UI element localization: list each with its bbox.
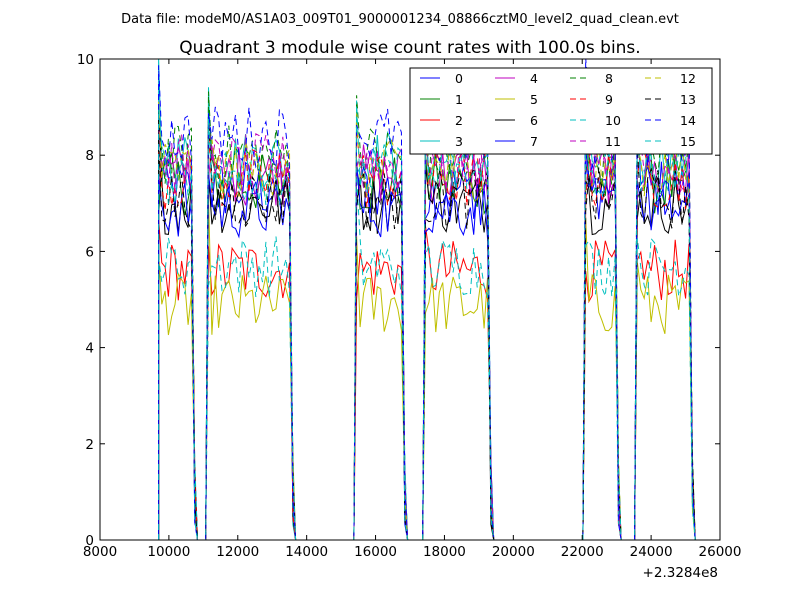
y-tick-label: 4 — [85, 341, 94, 357]
x-offset-label: +2.3284e8 — [643, 565, 718, 581]
x-tick-label: 12000 — [216, 544, 259, 560]
legend-label: 0 — [455, 71, 463, 86]
legend-label: 12 — [680, 71, 696, 86]
x-tick-label: 14000 — [285, 544, 328, 560]
series-line-5 — [158, 195, 696, 540]
x-tick-label: 10000 — [147, 544, 190, 560]
legend-label: 1 — [455, 92, 463, 107]
legend-label: 13 — [680, 92, 696, 107]
series-line-7 — [158, 149, 696, 540]
x-tick-label: 26000 — [699, 544, 742, 560]
series-line-13 — [158, 116, 696, 540]
x-tick-label: 18000 — [423, 544, 466, 560]
x-tick-label: 20000 — [492, 544, 535, 560]
series-layer — [158, 59, 696, 540]
series-line-15 — [158, 96, 696, 540]
legend-label: 2 — [455, 113, 463, 128]
y-tick-label: 2 — [85, 437, 94, 453]
x-tick-label: 24000 — [630, 544, 673, 560]
series-line-4 — [158, 102, 696, 540]
legend-label: 7 — [530, 134, 538, 149]
plot-frame — [99, 58, 721, 541]
x-tick-label: 16000 — [354, 544, 397, 560]
y-tick-label: 0 — [85, 533, 94, 549]
chart-title: Quadrant 3 module wise count rates with … — [179, 38, 640, 58]
series-line-11 — [158, 115, 696, 540]
series-line-2 — [158, 218, 696, 540]
series-line-14 — [158, 59, 696, 540]
legend-label: 5 — [530, 92, 538, 107]
legend-label: 11 — [605, 134, 621, 149]
legend-label: 10 — [605, 113, 621, 128]
legend-label: 9 — [605, 92, 613, 107]
legend-label: 14 — [680, 113, 696, 128]
series-line-8 — [158, 85, 696, 540]
series-line-10 — [158, 177, 696, 540]
legend-label: 8 — [605, 71, 613, 86]
chart-suptitle: Data file: modeM0/AS1A03_009T01_90000012… — [121, 12, 679, 27]
x-tick-label: 22000 — [561, 544, 604, 560]
legend-label: 3 — [455, 134, 463, 149]
legend-label: 6 — [530, 113, 538, 128]
x-tick-label: 8000 — [83, 544, 117, 560]
legend-label: 4 — [530, 71, 538, 86]
legend-label: 15 — [680, 134, 696, 149]
y-tick-label: 10 — [77, 52, 94, 68]
legend-frame — [409, 67, 713, 155]
y-tick-label: 8 — [85, 148, 94, 164]
axis-layer: 8000 10000 12000 14000 16000 18000 20000 22000 2… — [77, 52, 742, 560]
y-tick-label: 6 — [85, 244, 94, 260]
